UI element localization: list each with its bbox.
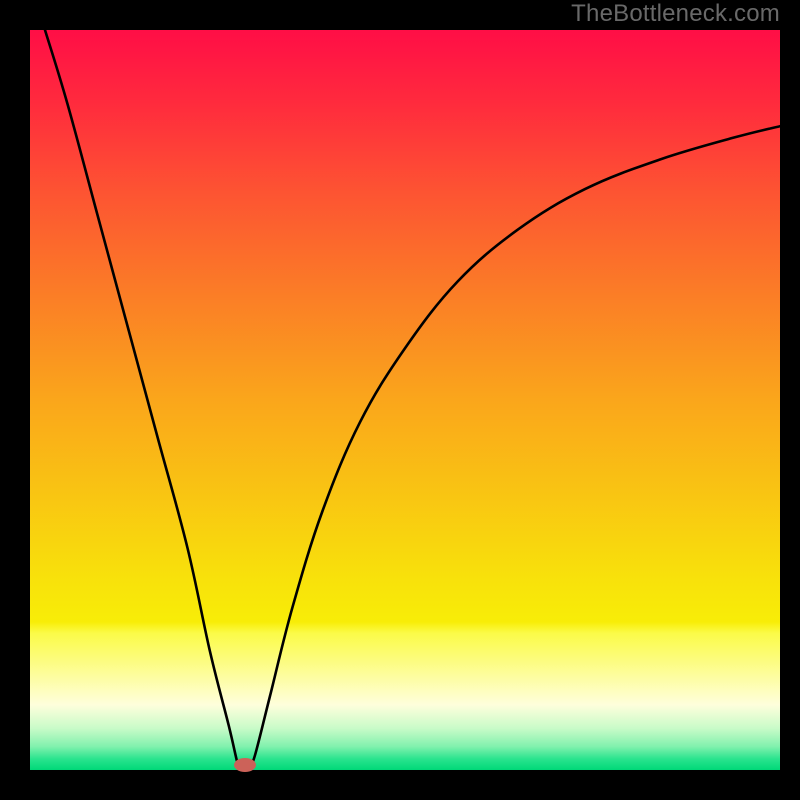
optimal-marker <box>234 758 256 772</box>
chart-frame: TheBottleneck.com <box>0 0 800 800</box>
curve-left-branch <box>45 30 240 769</box>
curve-right-branch <box>249 126 780 768</box>
bottleneck-curve <box>30 30 780 770</box>
watermark-text: TheBottleneck.com <box>571 0 780 28</box>
